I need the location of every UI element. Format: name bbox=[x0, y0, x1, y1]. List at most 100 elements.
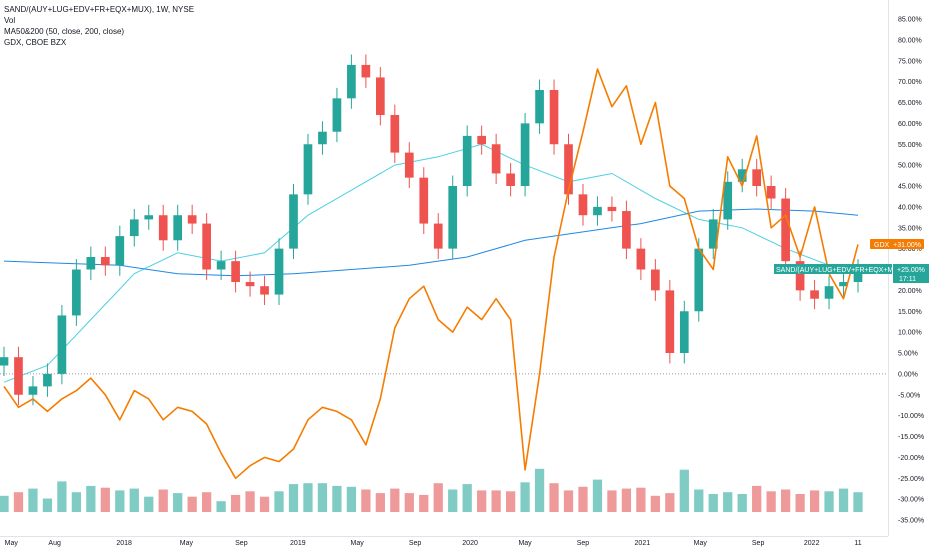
candle-body bbox=[781, 198, 790, 262]
volume-bar bbox=[665, 493, 675, 512]
candle-body bbox=[72, 269, 81, 316]
candle-body bbox=[144, 215, 154, 220]
volume-bar bbox=[86, 485, 96, 512]
candle-body bbox=[260, 286, 269, 295]
moving-averages bbox=[3, 143, 859, 383]
volume-layer bbox=[0, 468, 863, 512]
candle-body bbox=[766, 186, 776, 199]
gdx-badge-value: +31.00% bbox=[893, 242, 921, 249]
volume-bar bbox=[433, 483, 443, 512]
volume-bar bbox=[578, 486, 588, 512]
x-tick-label: 2020 bbox=[462, 540, 478, 547]
y-tick-label: 50.00% bbox=[898, 163, 922, 170]
gdx-path bbox=[3, 68, 859, 480]
volume-bar bbox=[303, 483, 313, 512]
price-axis[interactable]: 85.00% 80.00% 75.00% 70.00% 65.00% 60.00% 55.0… bbox=[898, 17, 924, 525]
time-axis[interactable]: May Aug 2018 May Sep 2019 May Sep 2020 May Sep 2021… bbox=[5, 540, 862, 547]
x-tick-label: Sep bbox=[752, 540, 765, 547]
volume-bar bbox=[520, 482, 530, 512]
volume-bar bbox=[259, 496, 270, 512]
x-tick-label: May bbox=[351, 540, 365, 547]
gdx-badge-background bbox=[870, 239, 924, 249]
volume-bar bbox=[766, 491, 776, 512]
volume-bar bbox=[13, 492, 24, 512]
y-tick-label: -20.00% bbox=[898, 455, 924, 462]
candle-body bbox=[347, 64, 356, 99]
volume-bar bbox=[650, 495, 660, 512]
candle-body bbox=[231, 261, 240, 283]
candle-body bbox=[100, 256, 110, 266]
x-tick-label: May bbox=[694, 540, 708, 547]
volume-bar bbox=[824, 491, 834, 512]
y-tick-label: -5.00% bbox=[898, 392, 920, 399]
candle-body bbox=[0, 357, 9, 366]
volume-bar bbox=[288, 484, 299, 512]
y-tick-label: 35.00% bbox=[898, 225, 922, 232]
volume-bar bbox=[158, 489, 168, 512]
legend-volume[interactable]: Vol bbox=[4, 16, 16, 25]
candle-body bbox=[578, 194, 588, 216]
candle-body bbox=[332, 98, 342, 132]
candle-body bbox=[564, 144, 573, 195]
candle-body bbox=[390, 115, 400, 153]
volume-bar bbox=[534, 468, 545, 512]
candle-body bbox=[129, 219, 139, 237]
candle-body bbox=[477, 135, 487, 145]
x-tick-label: Sep bbox=[577, 540, 590, 547]
volume-bar bbox=[361, 489, 371, 512]
x-tick-label: May bbox=[180, 540, 194, 547]
volume-bar bbox=[390, 488, 400, 512]
candle-body bbox=[737, 169, 747, 182]
volume-bar bbox=[853, 492, 863, 512]
volume-bar bbox=[592, 479, 603, 512]
volume-bar bbox=[245, 491, 255, 512]
candle-body bbox=[795, 261, 805, 291]
legend-symbol[interactable]: SAND/(AUY+LUG+EDV+FR+EQX+MUX), 1W, NYSE bbox=[4, 5, 195, 14]
candle-body bbox=[679, 311, 689, 353]
volume-bar bbox=[28, 488, 38, 512]
candle-body bbox=[361, 64, 371, 78]
sand-badge: SAND/(AUY+LUG+EDV+FR+EQX+MUX) +25.00% 17… bbox=[774, 264, 929, 283]
y-tick-label: 10.00% bbox=[898, 330, 922, 337]
volume-bar bbox=[636, 487, 646, 512]
candle-body bbox=[448, 186, 458, 249]
volume-bar bbox=[317, 483, 328, 512]
candle-body bbox=[289, 194, 298, 249]
volume-bar bbox=[694, 489, 704, 512]
candle-body bbox=[593, 206, 602, 216]
volume-bar bbox=[752, 485, 762, 512]
volume-bar bbox=[375, 493, 385, 512]
volume-bar bbox=[505, 491, 516, 512]
candle-body bbox=[173, 215, 183, 241]
candle-body bbox=[491, 144, 501, 174]
candles-sand-ratio bbox=[0, 54, 863, 406]
candle-body bbox=[752, 169, 762, 186]
y-tick-label: 60.00% bbox=[898, 121, 922, 128]
volume-bar bbox=[187, 496, 197, 512]
candle-body bbox=[433, 223, 443, 249]
x-tick-label: 11 bbox=[854, 540, 861, 547]
legend-moving-averages[interactable]: MA50&200 (50, close, 200, close) bbox=[4, 27, 125, 36]
candle-body bbox=[202, 223, 211, 270]
volume-bar bbox=[129, 488, 139, 512]
volume-bar bbox=[419, 494, 429, 512]
candle-body bbox=[86, 256, 96, 270]
candle-body bbox=[708, 219, 718, 249]
candle-body bbox=[535, 89, 544, 124]
volume-bar bbox=[144, 496, 154, 512]
y-tick-label: -10.00% bbox=[898, 413, 924, 420]
volume-bar bbox=[332, 485, 342, 512]
candle-body bbox=[651, 269, 660, 291]
candle-body bbox=[28, 386, 38, 395]
volume-bar bbox=[216, 501, 226, 512]
volume-bar bbox=[621, 488, 632, 512]
candle-body bbox=[723, 181, 733, 220]
y-tick-label: -25.00% bbox=[898, 476, 924, 483]
y-tick-label: 40.00% bbox=[898, 204, 922, 211]
candle-body bbox=[274, 248, 284, 295]
legend-compare-symbol[interactable]: GDX, CBOE BZX bbox=[4, 38, 67, 47]
x-tick-label: Aug bbox=[48, 540, 61, 547]
volume-bar bbox=[230, 494, 241, 512]
y-tick-label: 85.00% bbox=[898, 17, 922, 24]
